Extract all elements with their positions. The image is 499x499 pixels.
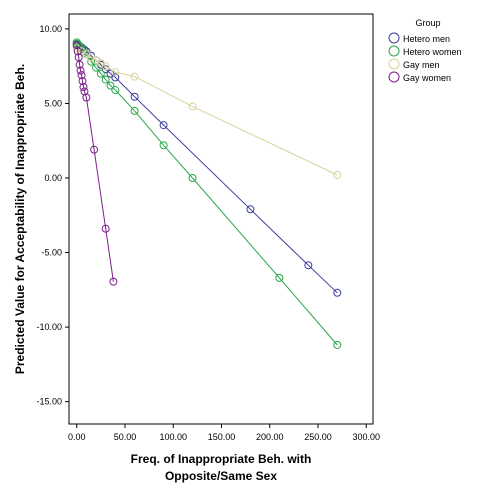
data-point-gay-men xyxy=(111,68,120,77)
y-tick-label: -10.00 xyxy=(36,322,62,332)
data-point-gay-women xyxy=(76,66,85,75)
data-point-hetero-men xyxy=(246,205,255,214)
data-point-gay-women xyxy=(78,77,87,86)
data-point-gay-men xyxy=(130,72,139,81)
x-tick-label: 250.00 xyxy=(304,432,332,442)
y-axis-title: Predicted Value for Acceptability of Ina… xyxy=(13,64,27,374)
legend: Group Hetero men Hetero women Gay men Gay w… xyxy=(388,18,462,83)
data-point-hetero-men xyxy=(130,92,139,101)
y-axis-ticks: 10.00 5.00 0.00 -5.00 -10.00 -15.00 xyxy=(36,24,69,407)
data-point-hetero-women xyxy=(96,69,105,78)
series-gay-women xyxy=(72,41,118,286)
x-tick-label: 300.00 xyxy=(352,432,380,442)
x-tick-label: 150.00 xyxy=(208,432,236,442)
x-axis-title-line-1: Freq. of Inappropriate Beh. with xyxy=(131,452,312,466)
legend-label-hetero-women: Hetero women xyxy=(403,47,462,57)
legend-marker-hetero-women xyxy=(388,45,400,57)
x-axis-ticks: 0.00 50.00 100.00 150.00 200.00 250.00 300.00 xyxy=(68,424,380,442)
data-point-gay-women xyxy=(74,53,83,62)
data-point-gay-men xyxy=(101,62,110,71)
data-point-gay-women xyxy=(79,83,88,92)
legend-items: Hetero men Hetero women Gay men Gay women xyxy=(388,32,462,83)
series-line-gay-women xyxy=(76,45,114,282)
y-tick-label: 5.00 xyxy=(44,98,62,108)
data-point-hetero-women xyxy=(188,174,197,182)
x-axis-title-line-2: Opposite/Same Sex xyxy=(165,469,277,483)
data-point-hetero-women xyxy=(333,340,342,349)
legend-marker-hetero-men xyxy=(388,32,400,44)
data-point-hetero-men xyxy=(333,288,342,297)
series-hetero-men xyxy=(72,39,342,297)
data-point-gay-women xyxy=(90,145,99,154)
series-gay-men xyxy=(72,44,342,180)
y-tick-label: 10.00 xyxy=(39,24,62,34)
x-tick-label: 0.00 xyxy=(68,432,86,442)
data-point-gay-women xyxy=(101,224,110,233)
series-layer xyxy=(72,38,342,349)
legend-marker-gay-women xyxy=(388,71,400,83)
data-point-gay-women xyxy=(72,41,81,50)
data-point-hetero-men xyxy=(159,121,168,130)
data-point-gay-women xyxy=(80,87,89,96)
data-point-hetero-women xyxy=(101,75,110,84)
data-point-gay-women xyxy=(77,71,86,80)
data-point-hetero-women xyxy=(87,57,96,66)
data-point-hetero-women xyxy=(106,81,115,90)
data-point-hetero-men xyxy=(111,73,120,82)
legend-label-gay-women: Gay women xyxy=(403,73,451,83)
y-tick-label: -15.00 xyxy=(36,397,62,407)
data-point-hetero-women xyxy=(159,141,168,150)
x-tick-label: 100.00 xyxy=(159,432,187,442)
data-point-gay-women xyxy=(109,277,118,286)
data-point-gay-women xyxy=(82,93,91,102)
data-point-hetero-women xyxy=(130,106,139,115)
data-point-hetero-men xyxy=(304,261,313,270)
series-hetero-women xyxy=(72,38,342,349)
data-point-hetero-women xyxy=(275,273,284,282)
data-point-gay-women xyxy=(75,60,84,69)
legend-title: Group xyxy=(415,18,440,28)
data-point-hetero-women xyxy=(111,86,120,95)
series-line-hetero-women xyxy=(76,42,338,346)
y-tick-label: 0.00 xyxy=(44,173,62,183)
x-tick-label: 50.00 xyxy=(114,432,137,442)
y-tick-label: -5.00 xyxy=(41,248,62,258)
legend-marker-gay-men xyxy=(388,58,400,70)
x-tick-label: 200.00 xyxy=(256,432,284,442)
legend-label-gay-men: Gay men xyxy=(403,60,440,70)
legend-label-hetero-men: Hetero men xyxy=(403,34,450,44)
series-line-gay-men xyxy=(76,47,338,176)
data-point-gay-men xyxy=(188,102,197,111)
data-point-gay-women xyxy=(73,47,82,56)
data-point-gay-men xyxy=(333,171,342,180)
